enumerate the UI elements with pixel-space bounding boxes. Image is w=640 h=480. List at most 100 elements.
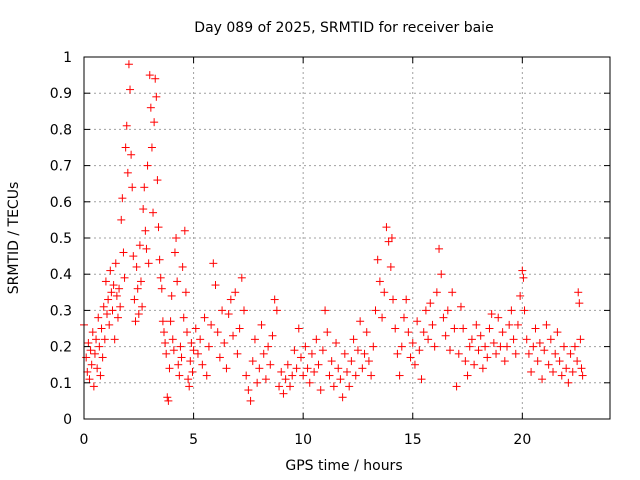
data-point [288, 371, 297, 380]
data-point [101, 277, 110, 286]
data-point [538, 375, 547, 384]
data-point [286, 382, 295, 391]
data-point [391, 324, 400, 333]
data-point [189, 346, 198, 355]
data-point [347, 357, 356, 366]
data-point [158, 317, 167, 326]
data-point [100, 335, 109, 344]
data-point [204, 342, 213, 351]
data-point [109, 281, 118, 290]
data-point [406, 353, 415, 362]
data-point [255, 364, 264, 373]
data-point [155, 255, 164, 264]
data-point [446, 346, 455, 355]
data-point [136, 277, 145, 286]
data-point [196, 335, 205, 344]
data-point [384, 237, 393, 246]
data-point [522, 335, 531, 344]
data-point [450, 324, 459, 333]
data-point [215, 353, 224, 362]
data-point [435, 244, 444, 253]
data-point [244, 386, 253, 395]
data-point [454, 349, 463, 358]
data-point [207, 320, 216, 329]
data-point [467, 335, 476, 344]
data-point [349, 335, 358, 344]
data-point [128, 183, 137, 192]
data-point [367, 371, 376, 380]
data-point [111, 259, 120, 268]
data-point [428, 320, 437, 329]
data-point [146, 103, 155, 112]
y-axis-label: SRMTID / TECUs [6, 182, 22, 295]
data-point [399, 313, 408, 322]
data-point [364, 357, 373, 366]
data-point [181, 288, 190, 297]
data-point [549, 367, 558, 376]
data-point [343, 367, 351, 376]
data-point [141, 226, 150, 235]
data-point [179, 313, 188, 322]
data-point [135, 241, 144, 250]
data-point [224, 310, 233, 319]
data-point [113, 313, 122, 322]
data-point [386, 262, 395, 271]
data-point [231, 288, 240, 297]
data-point [472, 320, 481, 329]
data-point [186, 357, 195, 366]
data-point [397, 342, 406, 351]
data-point [176, 342, 185, 351]
data-point [142, 244, 151, 253]
y-tick-label: 0.4 [50, 267, 72, 283]
data-point [107, 288, 116, 297]
data-point [169, 346, 178, 355]
data-point [303, 364, 312, 373]
data-point [489, 338, 498, 347]
data-point [138, 302, 147, 311]
data-point [369, 342, 378, 351]
data-point [463, 371, 472, 380]
x-tick-label: 5 [189, 432, 198, 448]
data-point [83, 367, 92, 376]
data-point [130, 295, 139, 304]
data-point [511, 349, 520, 358]
data-point [272, 306, 281, 315]
x-axis-label: GPS time / hours [285, 458, 402, 474]
data-point [139, 205, 148, 214]
data-point [149, 208, 158, 217]
x-tick-labels: 0 5 10 15 20 [80, 432, 532, 448]
data-point [553, 328, 562, 337]
data-point [144, 259, 153, 268]
data-point [415, 346, 424, 355]
data-point [85, 375, 94, 384]
data-point [193, 349, 202, 358]
data-point [87, 360, 96, 369]
data-point [281, 375, 290, 384]
data-point [127, 150, 136, 159]
data-point [551, 349, 560, 358]
data-point [518, 266, 527, 275]
data-point [509, 335, 518, 344]
data-point [108, 306, 117, 315]
data-point [353, 346, 362, 355]
data-point [535, 338, 544, 347]
data-point [485, 324, 494, 333]
data-point [299, 371, 308, 380]
data-point [559, 342, 568, 351]
data-point [338, 393, 347, 402]
data-point [124, 60, 133, 69]
data-point [371, 306, 380, 315]
data-point [419, 328, 428, 337]
data-point [237, 273, 246, 282]
x-tick-label: 10 [294, 432, 312, 448]
data-point [533, 357, 542, 366]
data-point [531, 324, 540, 333]
data-point [178, 262, 187, 271]
data-point [122, 121, 131, 130]
data-point [465, 342, 474, 351]
data-point [410, 360, 419, 369]
data-point [562, 364, 571, 373]
data-point [421, 306, 430, 315]
data-point [177, 353, 186, 362]
data-point [494, 313, 503, 322]
